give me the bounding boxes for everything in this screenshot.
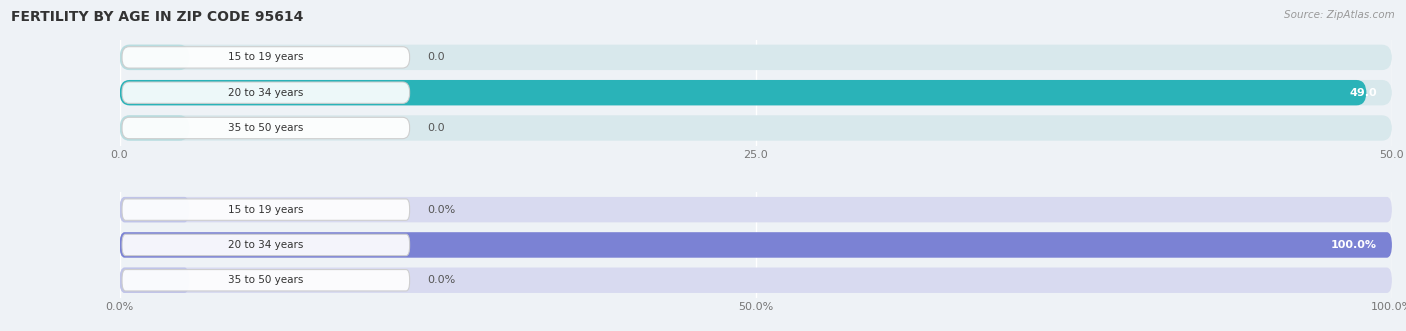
FancyBboxPatch shape (122, 234, 409, 256)
FancyBboxPatch shape (122, 199, 409, 220)
FancyBboxPatch shape (120, 267, 190, 293)
Text: 35 to 50 years: 35 to 50 years (228, 275, 304, 285)
Text: 35 to 50 years: 35 to 50 years (228, 123, 304, 133)
Text: 49.0: 49.0 (1348, 88, 1376, 98)
FancyBboxPatch shape (120, 197, 1392, 222)
FancyBboxPatch shape (120, 197, 190, 222)
FancyBboxPatch shape (122, 82, 409, 103)
Text: 0.0: 0.0 (427, 123, 446, 133)
FancyBboxPatch shape (120, 115, 1392, 141)
FancyBboxPatch shape (122, 47, 409, 68)
FancyBboxPatch shape (120, 267, 1392, 293)
FancyBboxPatch shape (120, 232, 1392, 258)
Text: 100.0%: 100.0% (1330, 240, 1376, 250)
Text: 0.0%: 0.0% (427, 205, 456, 214)
FancyBboxPatch shape (120, 80, 1392, 105)
Text: 15 to 19 years: 15 to 19 years (228, 52, 304, 62)
FancyBboxPatch shape (120, 45, 190, 70)
Text: 20 to 34 years: 20 to 34 years (228, 240, 304, 250)
FancyBboxPatch shape (120, 80, 1367, 105)
Text: 15 to 19 years: 15 to 19 years (228, 205, 304, 214)
Text: 0.0%: 0.0% (427, 275, 456, 285)
Text: 20 to 34 years: 20 to 34 years (228, 88, 304, 98)
Text: 0.0: 0.0 (427, 52, 446, 62)
FancyBboxPatch shape (120, 115, 190, 141)
FancyBboxPatch shape (120, 45, 1392, 70)
Text: Source: ZipAtlas.com: Source: ZipAtlas.com (1284, 10, 1395, 20)
Text: FERTILITY BY AGE IN ZIP CODE 95614: FERTILITY BY AGE IN ZIP CODE 95614 (11, 10, 304, 24)
FancyBboxPatch shape (122, 117, 409, 139)
FancyBboxPatch shape (120, 232, 1392, 258)
FancyBboxPatch shape (122, 269, 409, 291)
